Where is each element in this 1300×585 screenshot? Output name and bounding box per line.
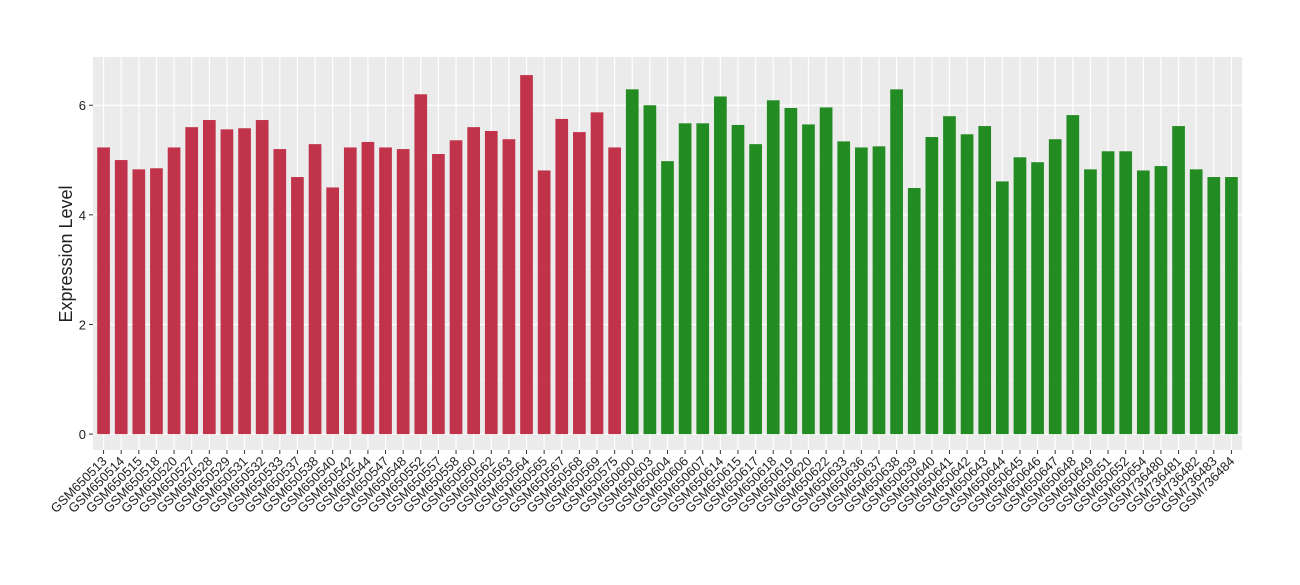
- bar: [855, 147, 868, 435]
- bar: [273, 149, 287, 435]
- bar: [907, 188, 921, 435]
- y-tick-label: 4: [79, 208, 86, 223]
- bar: [1136, 170, 1150, 435]
- bar: [678, 123, 692, 435]
- bar: [555, 118, 569, 435]
- bar: [114, 160, 128, 435]
- y-tick-label: 2: [79, 317, 86, 332]
- bar: [608, 147, 621, 435]
- bar: [1189, 169, 1203, 435]
- bar: [1225, 177, 1238, 435]
- y-tick-label: 0: [79, 427, 86, 442]
- bar: [1101, 151, 1115, 435]
- bar: [819, 107, 833, 435]
- bar: [537, 170, 551, 435]
- bar: [449, 140, 463, 435]
- bar: [255, 120, 269, 435]
- bar: [1154, 166, 1168, 435]
- bar: [343, 147, 357, 435]
- bar: [167, 147, 181, 435]
- bar: [925, 137, 939, 435]
- bar: [1048, 139, 1062, 435]
- bar: [97, 147, 110, 435]
- bar: [890, 89, 903, 435]
- bar: [1172, 126, 1185, 435]
- bar: [502, 139, 516, 435]
- bar: [1119, 151, 1133, 435]
- bar: [590, 112, 604, 435]
- bar: [202, 120, 216, 435]
- bar: [396, 149, 410, 435]
- bar: [484, 130, 498, 435]
- bar: [960, 134, 974, 435]
- y-axis-label: Expression Level: [56, 185, 76, 322]
- bar: [379, 147, 392, 435]
- bar: [238, 128, 251, 435]
- bar: [326, 187, 340, 435]
- bar: [766, 100, 780, 435]
- bar: [361, 141, 375, 435]
- bar: [837, 141, 851, 435]
- bar: [185, 127, 199, 435]
- bar: [784, 107, 798, 435]
- bar: [643, 105, 657, 435]
- bar: [995, 181, 1009, 435]
- bar: [802, 124, 815, 435]
- bar: [749, 144, 762, 435]
- bar: [132, 169, 146, 435]
- bar: [1207, 177, 1221, 435]
- bar: [414, 94, 428, 435]
- bar: [731, 124, 745, 435]
- y-tick-label: 6: [79, 98, 86, 113]
- bar: [220, 129, 234, 435]
- bar: [308, 144, 322, 435]
- bar: [661, 161, 674, 435]
- bar: [573, 132, 586, 435]
- bar: [943, 116, 956, 435]
- bar: [291, 177, 304, 435]
- bar: [696, 123, 710, 435]
- bar: [625, 89, 639, 435]
- bar: [714, 96, 727, 435]
- bar: [1031, 162, 1044, 435]
- bar: [467, 127, 480, 435]
- bar: [872, 146, 886, 435]
- bar: [150, 168, 163, 435]
- bar: [1066, 115, 1080, 435]
- bar: [520, 75, 533, 435]
- bar: [1013, 157, 1027, 435]
- bar: [432, 154, 445, 435]
- bar: [978, 126, 992, 435]
- bar: [1084, 169, 1097, 435]
